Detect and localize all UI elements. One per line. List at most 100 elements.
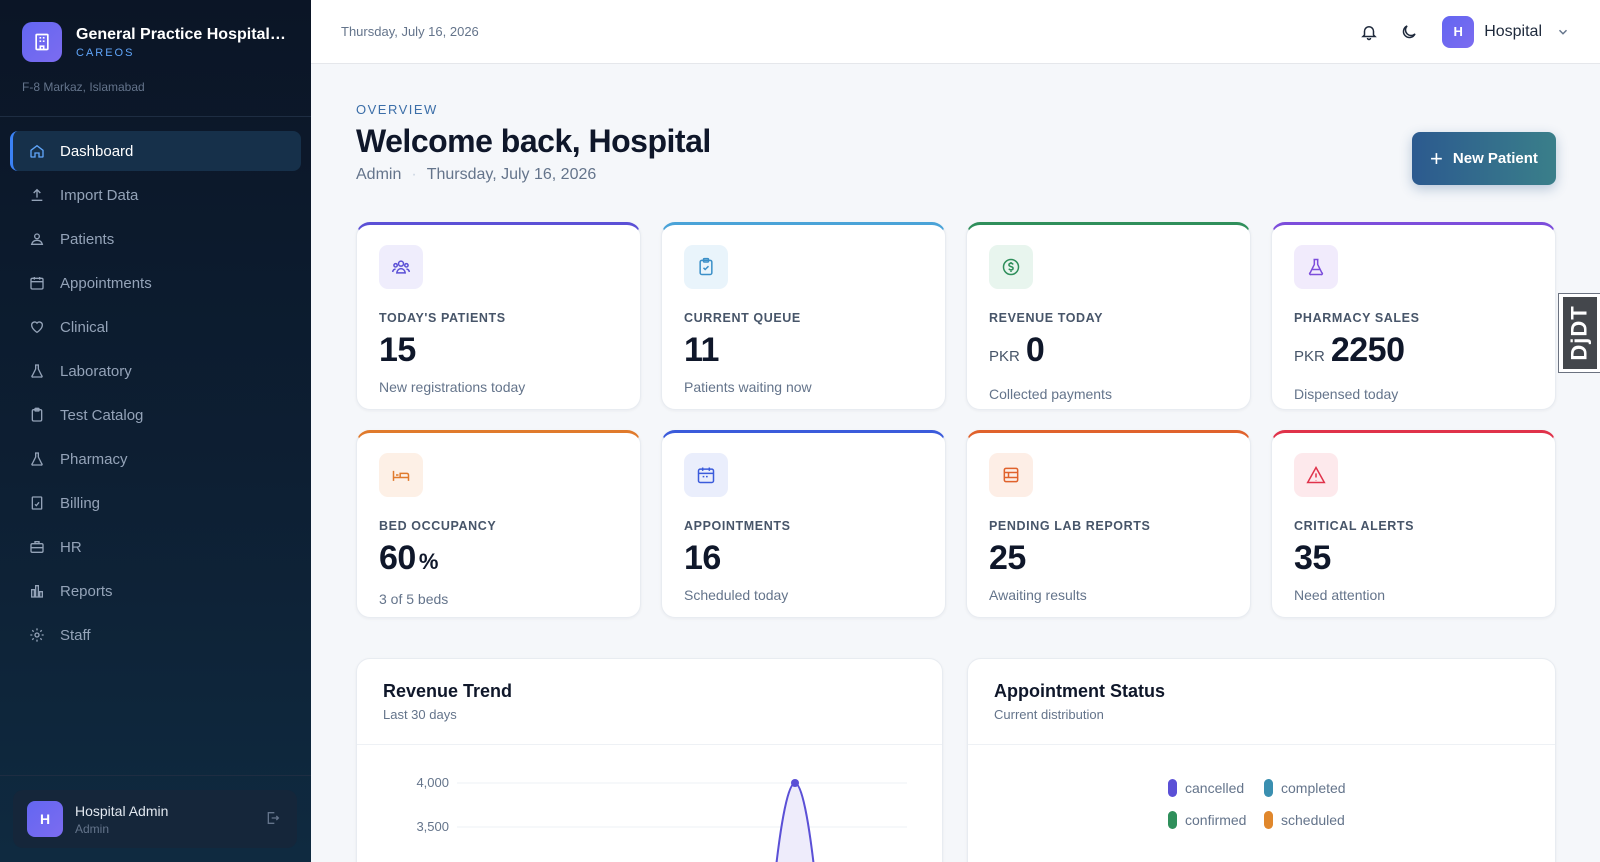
stat-subtext: Collected payments — [989, 386, 1112, 402]
sidebar-item-laboratory[interactable]: Laboratory — [10, 351, 301, 391]
stat-card-bed-occupancy[interactable]: BED OCCUPANCY 60% 3 of 5 beds — [356, 430, 641, 618]
sidebar-item-label: Staff — [60, 626, 91, 644]
stat-value: PKR 0 — [989, 331, 1045, 369]
status-legend: cancelled completed confirmed scheduled — [1168, 779, 1364, 829]
flask-icon — [28, 362, 46, 380]
new-patient-button[interactable]: + New Patient — [1412, 132, 1556, 185]
alert-icon — [1294, 453, 1338, 497]
sidebar-item-import-data[interactable]: Import Data — [10, 175, 301, 215]
main-content: OVERVIEW Welcome back, Hospital Admin · Th… — [356, 64, 1556, 862]
panel-title: Appointment Status — [994, 681, 1165, 701]
clipboard-icon — [28, 406, 46, 424]
stat-label: CRITICAL ALERTS — [1294, 519, 1415, 533]
sidebar-item-label: HR — [60, 538, 82, 556]
revenue-trend-panel: Revenue Trend Last 30 days 4,000 3,500 — [356, 658, 943, 862]
sidebar-item-label: Laboratory — [60, 362, 132, 380]
stat-label: CURRENT QUEUE — [684, 311, 801, 325]
stat-subtext: Need attention — [1294, 587, 1386, 603]
y-tick-label: 3,500 — [416, 819, 449, 834]
stat-subtext: Awaiting results — [989, 587, 1087, 603]
sidebar-item-hr[interactable]: HR — [10, 527, 301, 567]
bar-chart-icon — [28, 582, 46, 600]
home-icon — [28, 142, 46, 160]
stat-value: 16 — [684, 539, 721, 577]
sidebar-item-label: Test Catalog — [60, 406, 144, 424]
role-label: Admin — [356, 166, 402, 183]
stat-subtext: 3 of 5 beds — [379, 591, 449, 607]
stat-value: 60% — [379, 539, 438, 577]
panel-subtitle: Current distribution — [994, 707, 1104, 722]
bed-icon — [379, 453, 423, 497]
stat-value: PKR 2250 — [1294, 331, 1405, 369]
user-card[interactable]: H Hospital Admin Admin — [13, 790, 297, 848]
debug-toolbar-label: DjDT — [1566, 305, 1592, 361]
sidebar-item-label: Pharmacy — [60, 450, 128, 468]
stat-subtext: Dispensed today — [1294, 386, 1399, 402]
logout-icon[interactable] — [265, 810, 283, 828]
y-tick-label: 4,000 — [416, 775, 449, 790]
sidebar-item-label: Clinical — [60, 318, 109, 336]
revenue-area — [775, 781, 815, 862]
sidebar-item-billing[interactable]: Billing — [10, 483, 301, 523]
plus-icon: + — [1430, 145, 1443, 171]
sidebar-nav: Dashboard Import Data Patients Appointme… — [0, 117, 311, 655]
header-user-name[interactable]: Hospital — [1484, 22, 1542, 40]
panel-title: Revenue Trend — [383, 681, 513, 701]
stat-value: 15 — [379, 331, 416, 369]
brand-address: F-8 Markaz, Islamabad — [22, 80, 145, 94]
sidebar-item-label: Import Data — [60, 186, 139, 204]
stat-label: BED OCCUPANCY — [379, 519, 497, 533]
top-header: Thursday, July 16, 2026 H Hospital — [311, 0, 1600, 64]
stat-card-revenue-today[interactable]: REVENUE TODAY PKR 0 Collected payments — [966, 222, 1251, 410]
stat-label: PHARMACY SALES — [1294, 311, 1420, 325]
sidebar-item-appointments[interactable]: Appointments — [10, 263, 301, 303]
stat-card-critical-alerts[interactable]: CRITICAL ALERTS 35 Need attention — [1271, 430, 1556, 618]
stat-card-todays-patients[interactable]: TODAY'S PATIENTS 15 New registrations to… — [356, 222, 641, 410]
page-subtitle: Admin · Thursday, July 16, 2026 — [356, 166, 597, 183]
legend-item-confirmed[interactable]: confirmed — [1168, 811, 1264, 829]
chevron-down-icon[interactable] — [1556, 25, 1570, 39]
bell-icon[interactable] — [1358, 21, 1380, 43]
sidebar-item-test-catalog[interactable]: Test Catalog — [10, 395, 301, 435]
brand-name: General Practice Hospital I... — [76, 25, 289, 43]
appointment-status-panel: Appointment Status Current distribution … — [967, 658, 1556, 862]
sidebar-item-staff[interactable]: Staff — [10, 615, 301, 655]
legend-item-cancelled[interactable]: cancelled — [1168, 779, 1264, 797]
receipt-icon — [28, 494, 46, 512]
debug-toolbar-handle[interactable]: DjDT — [1558, 293, 1600, 373]
sidebar-item-dashboard[interactable]: Dashboard — [10, 131, 301, 171]
revenue-peak-point[interactable] — [791, 779, 799, 787]
sidebar-item-pharmacy[interactable]: Pharmacy — [10, 439, 301, 479]
sidebar-item-reports[interactable]: Reports — [10, 571, 301, 611]
avatar[interactable]: H — [1442, 15, 1475, 48]
legend-item-completed[interactable]: completed — [1264, 779, 1364, 797]
stats-grid: TODAY'S PATIENTS 15 New registrations to… — [356, 222, 1556, 618]
calendar-icon — [28, 274, 46, 292]
subtitle-date: Thursday, July 16, 2026 — [426, 166, 597, 183]
sidebar-item-label: Patients — [60, 230, 115, 248]
sidebar-divider — [0, 116, 311, 117]
panel-subtitle: Last 30 days — [383, 707, 457, 722]
sidebar-item-patients[interactable]: Patients — [10, 219, 301, 259]
user-name: Hospital Admin — [75, 802, 169, 819]
sidebar-item-label: Appointments — [60, 274, 152, 292]
new-patient-label: New Patient — [1452, 150, 1538, 167]
stat-card-appointments[interactable]: APPOINTMENTS 16 Scheduled today — [661, 430, 946, 618]
briefcase-icon — [28, 538, 46, 556]
stat-card-pharmacy-sales[interactable]: PHARMACY SALES PKR 2250 Dispensed today — [1271, 222, 1556, 410]
stat-card-pending-lab-reports[interactable]: PENDING LAB REPORTS 25 Awaiting results — [966, 430, 1251, 618]
sidebar-item-clinical[interactable]: Clinical — [10, 307, 301, 347]
stat-label: APPOINTMENTS — [684, 519, 791, 533]
stat-label: PENDING LAB REPORTS — [989, 519, 1151, 533]
users-icon — [379, 245, 423, 289]
legend-item-scheduled[interactable]: scheduled — [1264, 811, 1364, 829]
moon-icon[interactable] — [1398, 21, 1420, 43]
sidebar-item-label: Billing — [60, 494, 101, 512]
user-role: Admin — [75, 821, 110, 836]
stat-value: 35 — [1294, 539, 1331, 577]
brand[interactable]: General Practice Hospital I... CAREOS — [0, 0, 311, 62]
revenue-chart: 4,000 3,500 — [416, 775, 907, 862]
stat-card-current-queue[interactable]: CURRENT QUEUE 11 Patients waiting now — [661, 222, 946, 410]
stat-value: 25 — [989, 539, 1026, 577]
header-date: Thursday, July 16, 2026 — [341, 24, 479, 39]
